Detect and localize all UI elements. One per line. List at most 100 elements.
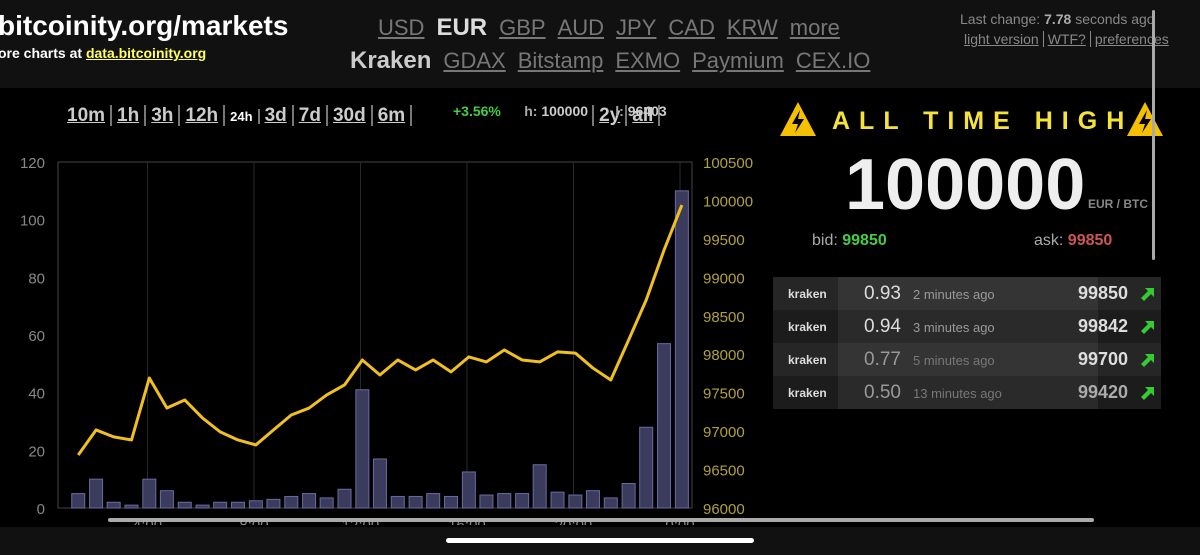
currency-link[interactable]: EUR [436,14,488,41]
y-tick-label: 0 [37,501,45,518]
y2-tick-label: 100500 [703,155,753,172]
up-arrow [1141,288,1154,301]
top-links: light version WTF? preferences [960,31,1173,47]
amount-cell [838,343,1098,376]
y-tick-label: 80 [28,270,45,287]
exchange: kraken [788,353,827,367]
low: 96403 [627,103,667,119]
bar [302,493,317,509]
top-link[interactable]: light version [964,31,1039,47]
currency-link[interactable]: JPY [616,15,657,40]
currency-link[interactable]: more [789,15,840,40]
period-link[interactable]: 7d [293,105,328,126]
bar [337,488,352,509]
exchange-link[interactable]: CEX.IO [795,48,871,73]
period-link[interactable]: all [627,105,661,126]
y-tick-label: 100 [20,213,45,230]
exchange-link[interactable]: Paymium [692,48,784,73]
period-link[interactable]: 1h [112,105,147,126]
bar [657,343,672,509]
amount: 0.94 [864,316,901,337]
header [0,0,1200,88]
top-link[interactable]: WTF? [1042,31,1090,47]
exchange-link[interactable]: Bitstamp [517,48,604,73]
up-arrow [1141,354,1154,367]
bar [603,497,618,509]
bar [319,497,334,509]
value: 7.78 [1044,11,1072,27]
bar [461,471,476,509]
amount: 0.77 [864,349,901,370]
period-link[interactable]: 3h [146,105,181,126]
currency-link[interactable]: KRW [726,15,778,40]
ask: ask: 99850 [1034,232,1112,250]
bar [568,494,583,509]
currency-link[interactable]: GBP [499,15,546,40]
y2-tick-label: 97000 [703,424,745,441]
exchange-nav: Kraken GDAX Bitstamp EXMO Paymium CEX.IO [350,47,882,75]
bar [231,501,246,509]
ath-price: 100000 [845,145,1086,225]
amount: 0.93 [864,283,901,304]
bar [159,490,174,509]
site-title[interactable]: bitcoinity.org/markets [0,10,289,41]
exchange-link[interactable]: GDAX [443,48,506,73]
currency-nav: USD EUR GBP AUD JPY CAD KRW more [378,14,852,42]
amount-cell [838,376,1098,409]
period-link[interactable]: 24h [225,109,260,124]
bar [444,495,459,509]
period-link[interactable]: 12h [180,105,226,126]
plot-frame [57,161,693,509]
up-arrow [1141,321,1154,334]
time: 13 minutes ago [913,386,1002,401]
period-link[interactable]: 2y [592,105,628,126]
y2-tick-label: 98500 [703,309,745,326]
bar [266,498,281,509]
bar [213,501,228,509]
top-link[interactable]: preferences [1089,31,1173,47]
subtitle-link[interactable]: data.bitcoinity.org [85,45,207,61]
exchange-link[interactable]: Kraken [350,47,432,74]
exchange: kraken [788,386,827,400]
bar [674,190,689,509]
bar [550,491,565,509]
period-link[interactable]: 6m [372,105,413,126]
price: 99842 [1078,316,1129,336]
period-link[interactable]: 10m [62,105,113,126]
ath-label: ALL TIME HIGH [832,107,1134,135]
y2-tick-label: 96000 [703,501,745,518]
bar [621,482,636,509]
trade-row: kraken 0.93 2 minutes ago 99850 [773,277,1161,310]
time: 5 minutes ago [913,353,995,368]
bar [71,493,86,509]
chart: 0 20 40 60 80 100 120 96000 96500 97000 97500 98000… [20,155,753,525]
period-link[interactable]: 3d [259,105,294,126]
bar [355,389,370,509]
currency-link[interactable]: USD [378,15,425,40]
range-stats: +3.56% h: 100000 l: 96403 [453,103,667,119]
bar [142,478,157,509]
unit: seconds ago [1075,11,1155,27]
y-tick-label: 60 [28,328,45,345]
bar [479,494,494,509]
exchange: kraken [788,320,827,334]
currency-link[interactable]: CAD [668,15,715,40]
label: Last change: [960,11,1041,27]
bar [106,501,121,509]
arrow-shape [1141,387,1154,400]
unit: EUR / BTC [1088,197,1148,211]
y2-tick-label: 98000 [703,347,745,364]
high: 100000 [541,103,589,119]
ask-label: ask: [1034,232,1064,249]
bid-value: 99850 [842,232,887,249]
time: 3 minutes ago [913,320,995,335]
y2-tick-label: 99500 [703,232,745,249]
price-line [77,204,684,456]
scrollbar [1152,10,1155,260]
period-link[interactable]: 30d [327,105,373,126]
exchange-link[interactable]: EXMO [615,48,681,73]
last-change: Last change: 7.78 seconds ago [960,11,1155,27]
bar [408,495,423,509]
currency-link[interactable]: AUD [557,15,605,40]
